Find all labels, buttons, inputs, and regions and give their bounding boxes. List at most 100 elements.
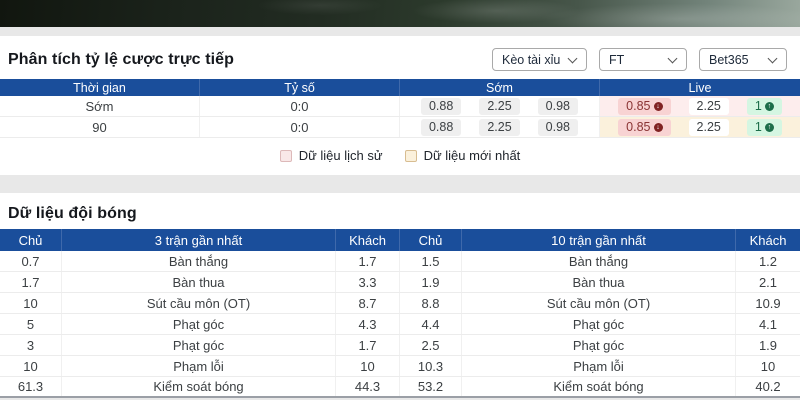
home10-value: 1.9: [400, 272, 462, 292]
live-odds-cell: 0.85 2.25 1: [600, 96, 800, 116]
header-banner-image: [0, 0, 800, 27]
chevron-down-icon: [769, 56, 777, 64]
live-odds-badge-up: 1: [746, 118, 782, 136]
away3-value: 4.3: [336, 314, 400, 334]
home3-value: 10: [0, 293, 62, 313]
away3-value: 8.7: [336, 293, 400, 313]
period-value: FT: [609, 52, 625, 67]
col-header-early: Sớm: [400, 79, 600, 96]
score-cell: 0:0: [200, 117, 400, 137]
team-table-row: 10 Sút cầu môn (OT) 8.7 8.8 Sút cầu môn …: [0, 293, 800, 314]
bet-type-value: Kèo tài xỉu: [502, 52, 561, 67]
team-table-row: 5 Phạt góc 4.3 4.4 Phạt góc 4.1: [0, 314, 800, 335]
live-odds-badge: 2.25: [688, 118, 729, 136]
trend-down-icon: [653, 101, 663, 111]
team-table-row: 10 Phạm lỗi 10 10.3 Phạm lỗi 10: [0, 356, 800, 377]
team-table-row: 0.7 Bàn thắng 1.7 1.5 Bàn thắng 1.2: [0, 251, 800, 272]
home10-value: 1.5: [400, 251, 462, 271]
stat10-label: Bàn thua: [462, 272, 736, 292]
team-table-row: 61.3 Kiểm soát bóng 44.3 53.2 Kiểm soát …: [0, 377, 800, 398]
stat3-label: Phạm lỗi: [62, 356, 336, 376]
home10-value: 2.5: [400, 335, 462, 355]
away10-value: 4.1: [758, 316, 778, 332]
legend-item-history[interactable]: Dữ liệu lịch sử: [279, 148, 383, 163]
live-odds-section: Phân tích tỷ lệ cược trực tiếp Kèo tài x…: [0, 36, 800, 175]
home3-value: 10: [0, 356, 62, 376]
chevron-down-icon: [669, 56, 677, 64]
stat10-label: Sút cầu môn (OT): [462, 293, 736, 313]
team-data-section: Dữ liệu đội bóng Chủ 3 trận gần nhất Khá…: [0, 193, 800, 398]
odds-table-header: Thời gian Tỷ số Sớm Live: [0, 79, 800, 96]
time-cell: Sớm: [0, 96, 200, 116]
live-odds-badge: 2.25: [688, 97, 729, 115]
history-swatch-icon: [279, 149, 292, 162]
col-header-home-10: Chủ: [400, 229, 462, 251]
col-header-away-10: Khách: [749, 232, 787, 248]
early-odds-badge: 0.98: [537, 97, 579, 115]
home3-value: 0.7: [0, 251, 62, 271]
live-odds-badge-down: 0.85: [618, 118, 671, 136]
stat10-label: Phạt góc: [462, 335, 736, 355]
live-odds-badge-up: 1: [746, 97, 782, 115]
home10-value: 10.3: [400, 356, 462, 376]
early-odds-cell: 0.88 2.25 0.98: [400, 117, 600, 137]
early-odds-badge: 2.25: [479, 118, 520, 136]
trend-up-icon: [764, 101, 774, 111]
col-header-live: Live: [688, 80, 712, 95]
home10-value: 4.4: [400, 314, 462, 334]
away3-value: 44.3: [336, 377, 400, 396]
legend-label: Dữ liệu mới nhất: [423, 148, 521, 163]
bookmaker-select[interactable]: Bet365: [699, 48, 787, 71]
col-header-time: Thời gian: [0, 79, 200, 96]
home10-value: 8.8: [400, 293, 462, 313]
trend-down-icon: [653, 122, 663, 132]
stat10-label: Kiểm soát bóng: [462, 377, 736, 396]
away3-value: 10: [336, 356, 400, 376]
away10-value: 10.9: [755, 295, 781, 311]
stat3-label: Phạt góc: [62, 314, 336, 334]
home3-value: 1.7: [0, 272, 62, 292]
away10-value: 40.2: [755, 379, 781, 394]
live-odds-title: Phân tích tỷ lệ cược trực tiếp: [8, 50, 235, 68]
early-odds-badge: 0.88: [420, 118, 462, 136]
stat3-label: Phạt góc: [62, 335, 336, 355]
stat10-label: Phạm lỗi: [462, 356, 736, 376]
odds-value: 0.85: [626, 98, 651, 113]
stat10-label: Phạt góc: [462, 314, 736, 334]
live-odds-badge-down: 0.85: [618, 97, 671, 115]
early-odds-badge: 2.25: [479, 97, 520, 115]
time-cell: 90: [0, 117, 200, 137]
home3-value: 61.3: [0, 377, 62, 396]
odds-value: 1: [754, 119, 762, 134]
home3-value: 3: [0, 335, 62, 355]
col-header-last3: 3 trận gần nhất: [62, 229, 336, 251]
stat3-label: Bàn thua: [62, 272, 336, 292]
stat3-label: Kiểm soát bóng: [62, 377, 336, 396]
team-table-row: 3 Phạt góc 1.7 2.5 Phạt góc 1.9: [0, 335, 800, 356]
stat10-label: Bàn thắng: [462, 251, 736, 271]
filter-controls: Kèo tài xỉu FT Bet365: [492, 48, 792, 71]
early-odds-badge: 0.88: [420, 97, 462, 115]
bet-type-select[interactable]: Kèo tài xỉu: [492, 48, 587, 71]
live-odds-cell: 0.85 2.25 1: [600, 117, 800, 137]
legend: Dữ liệu lịch sử Dữ liệu mới nhất: [0, 138, 800, 169]
away3-value: 1.7: [336, 251, 400, 271]
legend-item-latest[interactable]: Dữ liệu mới nhất: [404, 148, 521, 163]
latest-swatch-icon: [404, 149, 417, 162]
period-select[interactable]: FT: [599, 48, 687, 71]
bookmaker-value: Bet365: [709, 52, 749, 67]
early-odds-badge: 0.98: [537, 118, 579, 136]
odds-value: 0.85: [626, 119, 651, 134]
away10-value: 10: [760, 358, 776, 374]
col-header-score: Tỷ số: [200, 79, 400, 96]
score-cell: 0:0: [200, 96, 400, 116]
odds-value: 1: [754, 98, 762, 113]
away3-value: 3.3: [336, 272, 400, 292]
early-odds-cell: 0.88 2.25 0.98: [400, 96, 600, 116]
stat3-label: Sút cầu môn (OT): [62, 293, 336, 313]
home3-value: 5: [0, 314, 62, 334]
team-table-header: Chủ 3 trận gần nhất Khách Chủ 10 trận gầ…: [0, 229, 800, 251]
odds-table-row: Sớm 0:0 0.88 2.25 0.98 0.85 2.25 1: [0, 96, 800, 117]
away10-value: 1.9: [758, 337, 778, 353]
